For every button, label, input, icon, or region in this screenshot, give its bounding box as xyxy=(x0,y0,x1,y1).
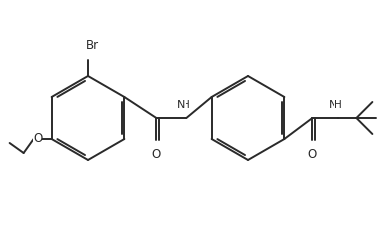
Text: H: H xyxy=(183,100,190,110)
Text: O: O xyxy=(152,148,161,161)
Text: O: O xyxy=(308,148,317,161)
Text: Br: Br xyxy=(86,39,99,52)
Text: N: N xyxy=(177,100,185,110)
Text: N: N xyxy=(329,100,337,110)
Text: H: H xyxy=(334,100,342,110)
Text: O: O xyxy=(33,132,42,146)
